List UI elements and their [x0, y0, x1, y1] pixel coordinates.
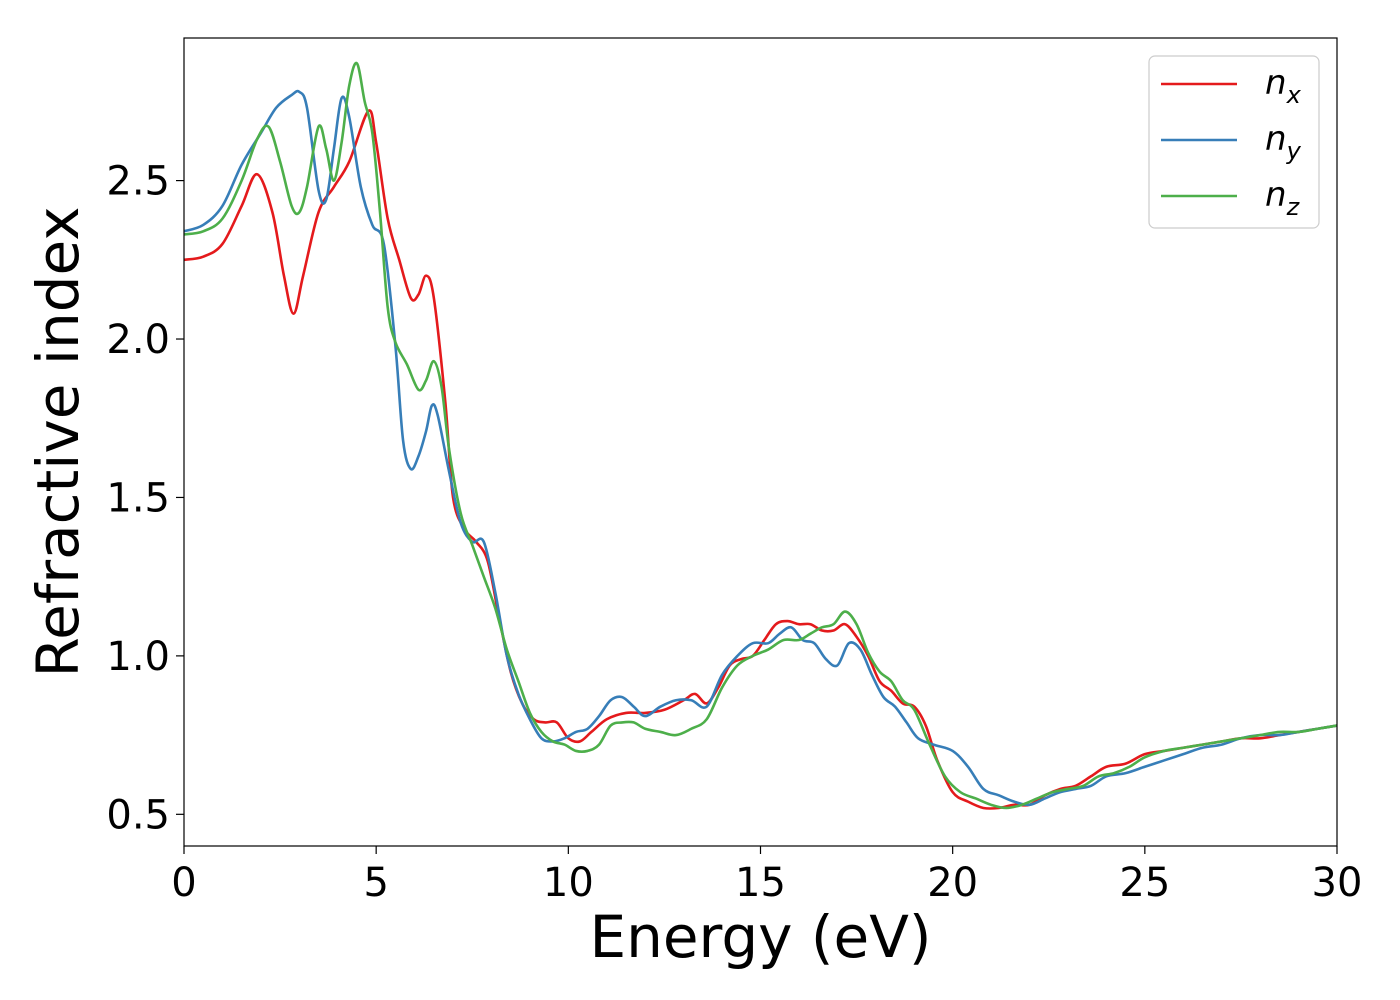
legend-label-y: ny	[1265, 119, 1302, 165]
x-axis-label: Energy (eV)	[589, 903, 931, 971]
y-tick-label: 1.5	[106, 475, 170, 521]
y-tick-label: 2.0	[106, 317, 170, 363]
series-line-z	[183, 61, 1338, 810]
x-tick-label: 5	[363, 860, 388, 906]
y-tick-label: 1.0	[106, 634, 170, 680]
legend: nx ny nz	[1148, 55, 1320, 229]
x-tick-label: 15	[735, 860, 786, 906]
x-tick-label: 0	[171, 860, 196, 906]
x-tick-label: 10	[543, 860, 594, 906]
x-axis-ticks: 0 5 10 15 20 25 30	[171, 846, 1362, 906]
legend-box	[1148, 55, 1320, 229]
y-tick-label: 2.5	[106, 159, 170, 205]
legend-label-x: nx	[1265, 63, 1302, 109]
y-axis-label: Refractive index	[24, 206, 92, 677]
y-tick-label: 0.5	[106, 792, 170, 838]
x-tick-label: 25	[1119, 860, 1170, 906]
series-line-y	[183, 89, 1338, 807]
y-axis-ticks: 0.5 1.0 1.5 2.0 2.5	[106, 159, 184, 838]
series-line-x	[183, 109, 1338, 810]
legend-label-z: nz	[1265, 175, 1301, 221]
x-tick-label: 20	[927, 860, 978, 906]
x-tick-label: 30	[1312, 860, 1363, 906]
series-layer	[183, 61, 1338, 810]
